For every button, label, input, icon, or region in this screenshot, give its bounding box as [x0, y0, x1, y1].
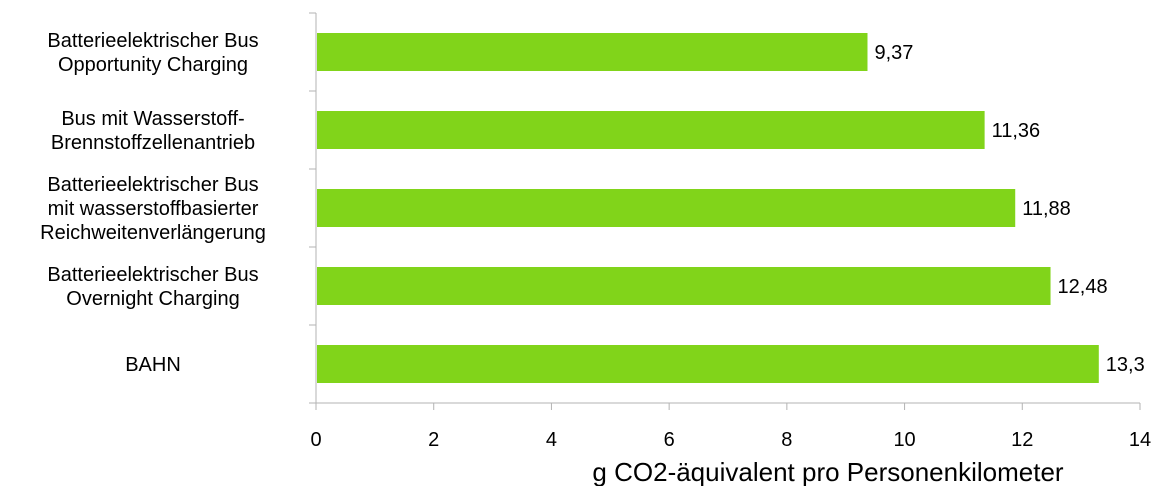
data-label: 9,37: [874, 42, 913, 64]
y-axis: [309, 12, 317, 410]
bars: [317, 33, 1099, 383]
value-labels: 9,37 11,36 11,88 12,48 13,3: [874, 42, 1144, 376]
category-label: Batterieelektrischer Bus Overnight Chargi…: [47, 264, 258, 310]
x-tick-label: 2: [428, 429, 439, 451]
x-tick-label: 4: [546, 429, 557, 451]
x-axis: 0 2 4 6 8 10 12 14: [310, 402, 1151, 451]
category-labels: Batterieelektrischer Bus Opportunity Char…: [40, 30, 266, 376]
x-tick-label: 6: [664, 429, 675, 451]
x-tick-label: 0: [310, 429, 321, 451]
category-label: BAHN: [125, 354, 181, 376]
x-tick-label: 10: [893, 429, 915, 451]
data-label: 11,36: [992, 120, 1041, 142]
category-label: Batterieelektrischer Bus mit wasserstoffb…: [40, 174, 266, 244]
x-tick-label: 14: [1129, 429, 1151, 451]
category-label: Bus mit Wasserstoff-Brennstoffzellenantr…: [51, 108, 255, 154]
bar: [317, 345, 1099, 383]
x-tick-label: 12: [1011, 429, 1033, 451]
bar: [317, 111, 985, 149]
category-label: Batterieelektrischer Bus Opportunity Char…: [47, 30, 258, 76]
bar: [317, 189, 1016, 227]
bar: [317, 33, 868, 71]
data-label: 11,88: [1022, 198, 1071, 220]
bar: [317, 267, 1051, 305]
data-label: 12,48: [1058, 276, 1108, 298]
data-label: 13,3: [1106, 354, 1145, 376]
x-tick-label: 8: [781, 429, 792, 451]
x-axis-title: g CO2-äquivalent pro Personenkilometer: [592, 457, 1063, 486]
